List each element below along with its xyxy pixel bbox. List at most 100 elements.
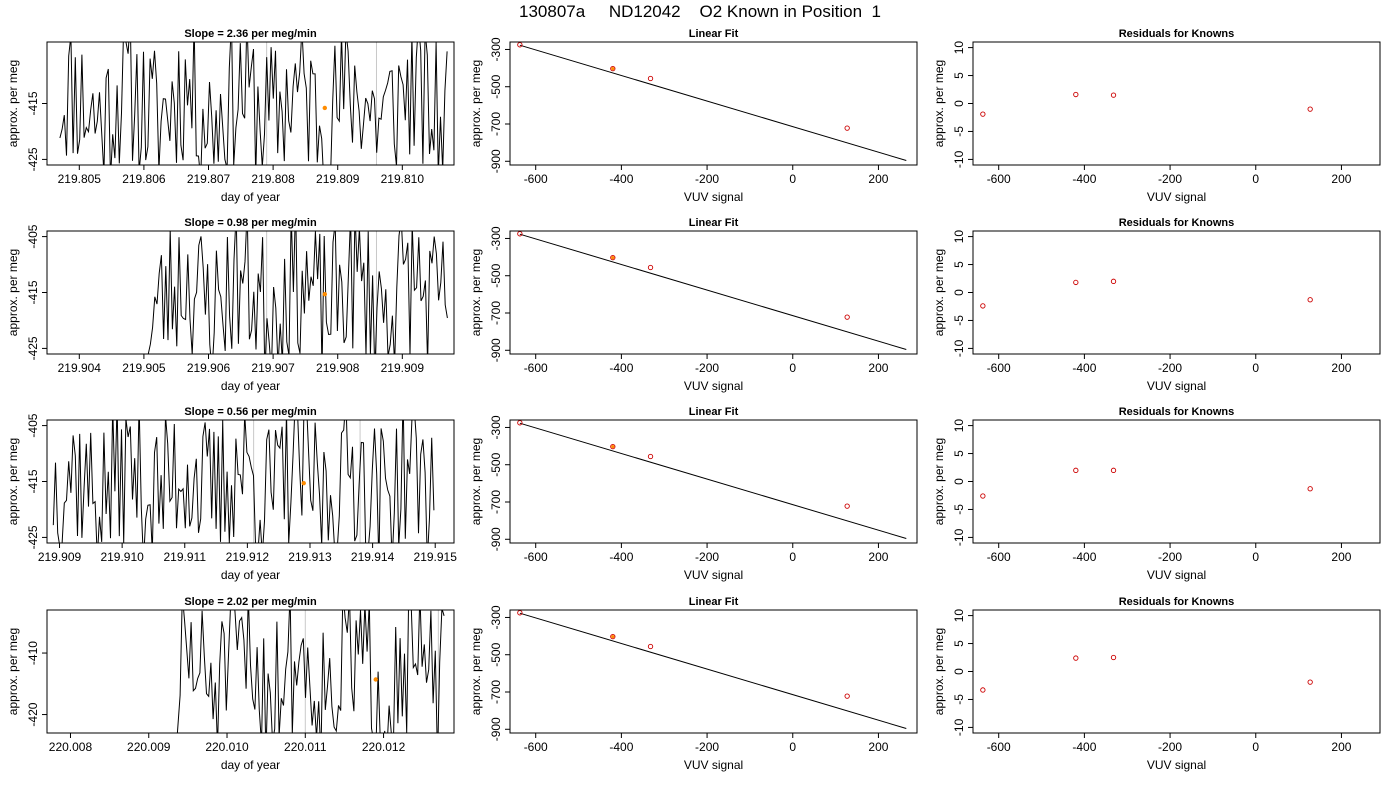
plot-frame <box>509 419 918 544</box>
y-axis-label: approx. per meg <box>932 60 946 147</box>
y-tick-label: -900 <box>489 717 503 741</box>
panel-linear-fit-row4: Linear Fit -600 -400 -200 0 200 -300 -500 -700 -9… <box>469 596 918 772</box>
x-axis-label: VUV signal <box>684 758 743 772</box>
x-tick-label: 200 <box>868 740 888 754</box>
y-tick-label: 5 <box>952 450 966 457</box>
data-point <box>844 503 850 509</box>
x-tick-label: 219.908 <box>316 361 360 375</box>
x-tick-label: 219.806 <box>122 172 166 186</box>
y-tick-label: -900 <box>489 527 503 551</box>
y-tick-label: -405 <box>26 413 40 437</box>
x-tick-label: 219.810 <box>381 172 425 186</box>
x-tick-label: -400 <box>1072 361 1096 375</box>
y-tick-label: -900 <box>489 149 503 173</box>
panel-linear-fit-row1: Linear Fit -600 -400 -200 0 200 -300 -500 -700 -9… <box>469 28 918 204</box>
panel-time-series-row4: Slope = 2.02 per meg/min 220.008 220.009 22… <box>6 596 455 772</box>
y-tick-label: -415 <box>26 469 40 493</box>
x-tick-label: -200 <box>695 740 719 754</box>
data-point <box>1307 106 1313 112</box>
x-axis-label: VUV signal <box>684 190 743 204</box>
x-tick-label: 219.909 <box>381 361 425 375</box>
x-tick-label: 0 <box>789 361 796 375</box>
x-tick-label: 0 <box>1252 550 1259 564</box>
plot-frame <box>46 230 455 355</box>
y-axis-label: approx. per meg <box>469 60 483 147</box>
fit-line <box>519 44 907 162</box>
data-point <box>517 231 523 237</box>
data-point <box>517 420 523 426</box>
panel-linear-fit-row3: Linear Fit -600 -400 -200 0 200 -300 -500 -700 -9… <box>469 406 918 582</box>
y-tick-label: -300 <box>489 605 503 629</box>
x-tick-label: 219.914 <box>351 550 395 564</box>
y-axis-label: approx. per meg <box>932 628 946 715</box>
y-tick-label: 10 <box>952 41 966 55</box>
x-tick-label: 219.808 <box>251 172 295 186</box>
y-tick-label: 5 <box>952 261 966 268</box>
sample-point <box>611 635 615 639</box>
panel-residuals-row1: Residuals for Knowns -600 -400 -200 0 200 10 5 0… <box>932 28 1381 204</box>
data-point <box>1073 91 1079 98</box>
data-point <box>980 687 986 693</box>
y-axis-label: approx. per meg <box>932 249 946 336</box>
x-tick-label: 219.910 <box>100 550 144 564</box>
data-point <box>1073 279 1079 286</box>
panel-title: Residuals for Knowns <box>1119 596 1235 608</box>
y-tick-label: -410 <box>26 641 40 665</box>
fit-line <box>519 422 907 540</box>
y-axis-label: approx. per meg <box>469 438 483 525</box>
panel-title: Slope = 2.36 per meg/min <box>184 28 317 40</box>
data-point <box>844 314 850 320</box>
x-axis-label: VUV signal <box>1147 379 1206 393</box>
y-tick-label: -700 <box>489 680 503 704</box>
y-tick-label: -5 <box>952 694 966 705</box>
x-tick-label: 219.907 <box>251 361 295 375</box>
data-point <box>1307 486 1313 492</box>
x-tick-label: 220.012 <box>362 740 406 754</box>
raw-signal-trace <box>59 42 448 165</box>
x-axis-label: VUV signal <box>1147 568 1206 582</box>
data-point <box>647 643 654 650</box>
x-axis-label: day of year <box>221 379 280 393</box>
x-tick-label: 200 <box>1331 172 1351 186</box>
x-tick-label: 219.805 <box>58 172 102 186</box>
y-axis-label: approx. per meg <box>6 628 20 715</box>
mean-value-marker <box>301 480 306 486</box>
y-tick-label: -500 <box>489 263 503 287</box>
x-axis-label: day of year <box>221 758 280 772</box>
y-tick-label: -300 <box>489 415 503 439</box>
y-tick-label: 5 <box>952 72 966 79</box>
x-tick-label: -600 <box>987 740 1011 754</box>
y-tick-label: -5 <box>952 315 966 326</box>
panel-title: Linear Fit <box>689 406 739 418</box>
mean-value-marker <box>322 105 327 111</box>
y-axis-label: approx. per meg <box>932 438 946 525</box>
x-tick-label: 219.905 <box>122 361 166 375</box>
x-tick-label: -200 <box>695 550 719 564</box>
panel-title: Residuals for Knowns <box>1119 217 1235 229</box>
x-tick-label: -400 <box>609 361 633 375</box>
y-tick-label: -415 <box>26 91 40 115</box>
panel-title: Slope = 2.02 per meg/min <box>184 596 317 608</box>
x-tick-label: 219.807 <box>187 172 231 186</box>
y-tick-label: -425 <box>26 336 40 360</box>
data-point <box>517 610 523 616</box>
y-tick-label: -405 <box>26 224 40 248</box>
data-point <box>1110 92 1117 98</box>
mean-value-marker <box>373 677 378 682</box>
x-tick-label: -600 <box>524 172 548 186</box>
x-tick-label: -400 <box>1072 550 1096 564</box>
data-point <box>610 66 616 72</box>
x-tick-label: 200 <box>868 361 888 375</box>
x-tick-label: 200 <box>868 550 888 564</box>
data-point <box>647 264 654 271</box>
x-tick-label: 0 <box>789 740 796 754</box>
panel-title: Linear Fit <box>689 217 739 229</box>
figure-title: 130807a ND12042 O2 Known in Position 1 <box>519 2 881 21</box>
plot-frame <box>509 230 918 355</box>
fit-line <box>519 612 907 730</box>
panel-title: Slope = 0.56 per meg/min <box>184 406 317 418</box>
panel-title: Residuals for Knowns <box>1119 28 1235 40</box>
x-tick-label: 0 <box>1252 172 1259 186</box>
data-point <box>1110 278 1117 284</box>
